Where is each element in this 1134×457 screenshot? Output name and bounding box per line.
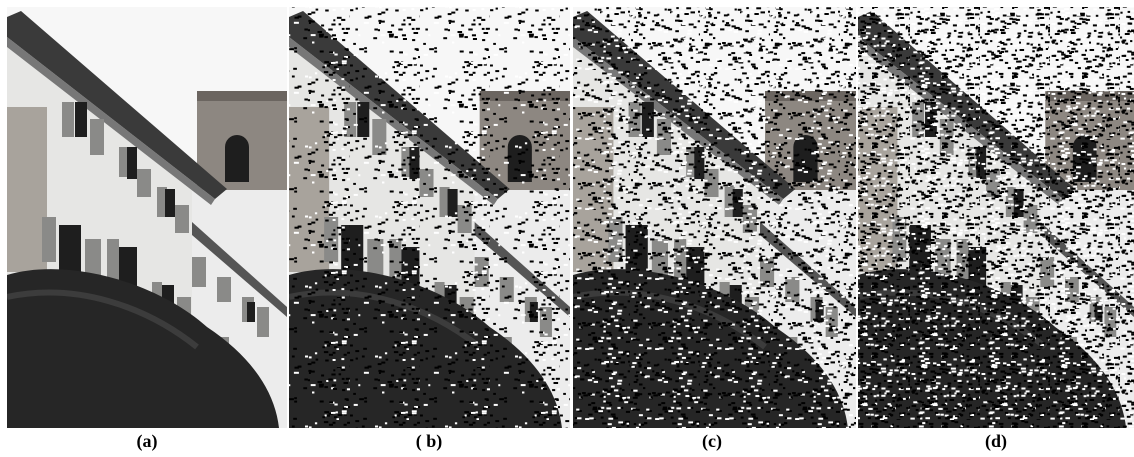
panel-label: (a) bbox=[137, 431, 158, 452]
panels bbox=[7, 7, 1134, 428]
noise-overlay bbox=[289, 7, 570, 428]
figure: (a) ( b) (c) (d) bbox=[0, 0, 1134, 457]
panel-label: ( b) bbox=[416, 431, 443, 452]
panel-label: (c) bbox=[702, 431, 722, 452]
panel-label: (d) bbox=[985, 431, 1007, 452]
noise-overlay bbox=[573, 7, 856, 428]
photo bbox=[7, 7, 287, 428]
noise-overlay bbox=[858, 7, 1134, 428]
